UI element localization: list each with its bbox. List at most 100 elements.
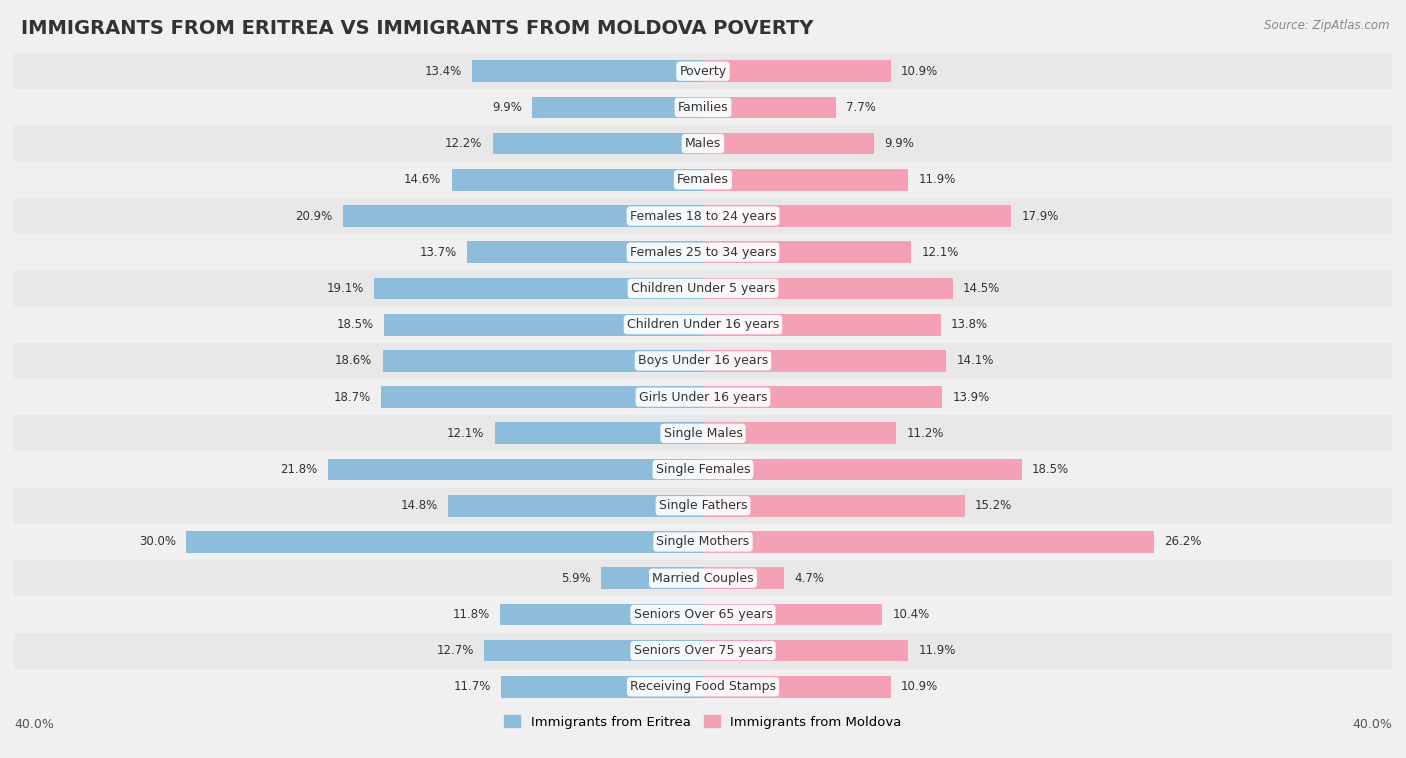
Bar: [703, 676, 891, 697]
Text: 19.1%: 19.1%: [326, 282, 364, 295]
Bar: [14, 452, 1392, 487]
Bar: [703, 459, 1022, 481]
Bar: [703, 531, 1154, 553]
Bar: [186, 531, 703, 553]
Bar: [703, 603, 882, 625]
Text: 13.9%: 13.9%: [953, 390, 990, 403]
Bar: [14, 560, 1392, 597]
Bar: [703, 205, 1011, 227]
Text: 9.9%: 9.9%: [492, 101, 522, 114]
Bar: [14, 234, 1392, 271]
Bar: [602, 567, 703, 589]
Bar: [494, 133, 703, 155]
Text: 12.2%: 12.2%: [446, 137, 482, 150]
Text: Single Females: Single Females: [655, 463, 751, 476]
Text: 5.9%: 5.9%: [561, 572, 591, 584]
Text: Single Males: Single Males: [664, 427, 742, 440]
Legend: Immigrants from Eritrea, Immigrants from Moldova: Immigrants from Eritrea, Immigrants from…: [499, 710, 907, 735]
Bar: [14, 669, 1392, 705]
Text: Seniors Over 75 years: Seniors Over 75 years: [634, 644, 772, 657]
Text: 14.8%: 14.8%: [401, 500, 437, 512]
Text: 4.7%: 4.7%: [794, 572, 824, 584]
Text: 13.8%: 13.8%: [950, 318, 988, 331]
Bar: [14, 632, 1392, 669]
Bar: [703, 640, 908, 662]
Text: 15.2%: 15.2%: [976, 500, 1012, 512]
Bar: [703, 277, 953, 299]
Bar: [14, 198, 1392, 234]
Bar: [381, 387, 703, 408]
Bar: [499, 603, 703, 625]
Text: 10.9%: 10.9%: [901, 64, 938, 77]
Text: Boys Under 16 years: Boys Under 16 years: [638, 355, 768, 368]
Text: 11.8%: 11.8%: [453, 608, 489, 621]
Text: 18.5%: 18.5%: [1032, 463, 1069, 476]
Text: 40.0%: 40.0%: [1353, 718, 1392, 731]
Bar: [467, 241, 703, 263]
Bar: [14, 597, 1392, 632]
Bar: [703, 169, 908, 191]
Bar: [502, 676, 703, 697]
Text: 12.1%: 12.1%: [922, 246, 959, 258]
Bar: [14, 415, 1392, 452]
Bar: [449, 495, 703, 517]
Bar: [14, 126, 1392, 161]
Text: Receiving Food Stamps: Receiving Food Stamps: [630, 681, 776, 694]
Bar: [14, 343, 1392, 379]
Text: Girls Under 16 years: Girls Under 16 years: [638, 390, 768, 403]
Bar: [14, 379, 1392, 415]
Bar: [14, 53, 1392, 89]
Bar: [14, 89, 1392, 126]
Text: 13.7%: 13.7%: [419, 246, 457, 258]
Bar: [14, 271, 1392, 306]
Text: 9.9%: 9.9%: [884, 137, 914, 150]
Bar: [484, 640, 703, 662]
Text: Married Couples: Married Couples: [652, 572, 754, 584]
Bar: [703, 495, 965, 517]
Bar: [703, 61, 891, 82]
Text: 18.7%: 18.7%: [333, 390, 371, 403]
Text: Families: Families: [678, 101, 728, 114]
Text: 10.9%: 10.9%: [901, 681, 938, 694]
Bar: [14, 524, 1392, 560]
Text: Males: Males: [685, 137, 721, 150]
Bar: [14, 306, 1392, 343]
Text: Single Mothers: Single Mothers: [657, 535, 749, 549]
Text: 26.2%: 26.2%: [1164, 535, 1202, 549]
Bar: [472, 61, 703, 82]
Text: 18.6%: 18.6%: [335, 355, 373, 368]
Text: IMMIGRANTS FROM ERITREA VS IMMIGRANTS FROM MOLDOVA POVERTY: IMMIGRANTS FROM ERITREA VS IMMIGRANTS FR…: [21, 19, 814, 38]
Bar: [451, 169, 703, 191]
Text: Seniors Over 65 years: Seniors Over 65 years: [634, 608, 772, 621]
Text: 20.9%: 20.9%: [295, 209, 333, 223]
Text: Poverty: Poverty: [679, 64, 727, 77]
Bar: [703, 350, 946, 371]
Text: Females 25 to 34 years: Females 25 to 34 years: [630, 246, 776, 258]
Bar: [533, 96, 703, 118]
Bar: [14, 161, 1392, 198]
Bar: [384, 314, 703, 336]
Text: Females: Females: [678, 174, 728, 186]
Text: 12.1%: 12.1%: [447, 427, 484, 440]
Bar: [328, 459, 703, 481]
Text: 21.8%: 21.8%: [280, 463, 318, 476]
Text: 11.7%: 11.7%: [454, 681, 491, 694]
Text: 30.0%: 30.0%: [139, 535, 176, 549]
Bar: [382, 350, 703, 371]
Bar: [374, 277, 703, 299]
Bar: [703, 241, 911, 263]
Text: 11.2%: 11.2%: [907, 427, 943, 440]
Bar: [343, 205, 703, 227]
Bar: [703, 96, 835, 118]
Bar: [703, 314, 941, 336]
Text: 14.1%: 14.1%: [956, 355, 994, 368]
Bar: [14, 487, 1392, 524]
Text: 10.4%: 10.4%: [893, 608, 929, 621]
Bar: [703, 133, 873, 155]
Text: 13.4%: 13.4%: [425, 64, 461, 77]
Text: 17.9%: 17.9%: [1022, 209, 1059, 223]
Text: Source: ZipAtlas.com: Source: ZipAtlas.com: [1264, 19, 1389, 32]
Text: 18.5%: 18.5%: [337, 318, 374, 331]
Text: 11.9%: 11.9%: [918, 644, 956, 657]
Text: 12.7%: 12.7%: [436, 644, 474, 657]
